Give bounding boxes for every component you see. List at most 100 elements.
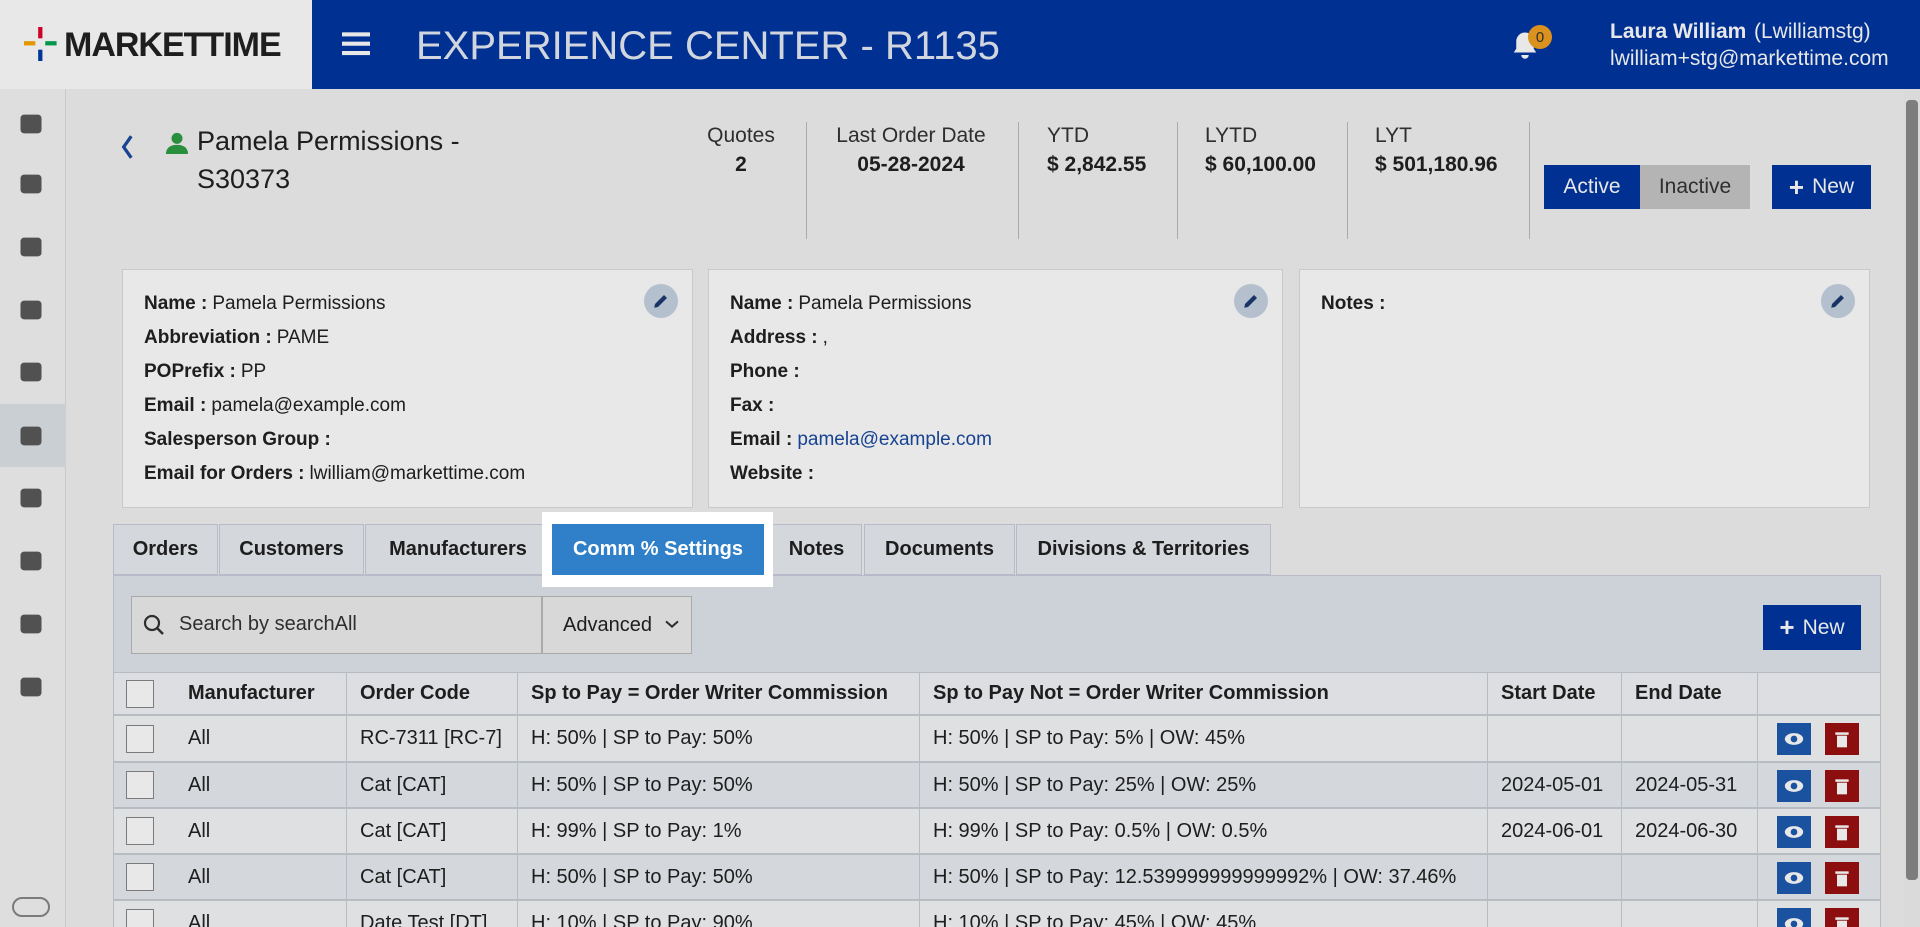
table-cell: H: 10% | SP to Pay: 45% | OW: 45% (920, 900, 1488, 927)
nav-icon[interactable] (17, 547, 45, 575)
edit-button[interactable] (1821, 284, 1855, 318)
icon (1835, 732, 1849, 748)
table-cell: H: 99% | SP to Pay: 0.5% | OW: 0.5% (920, 808, 1488, 854)
tab[interactable]: Notes (771, 524, 862, 575)
icon (1835, 779, 1849, 795)
icon (665, 620, 679, 629)
info-card (122, 269, 693, 508)
field-label: Name : (730, 293, 794, 314)
table-cell: Cat [CAT] (347, 808, 518, 854)
table-cell: All (175, 808, 347, 854)
icon (1784, 918, 1804, 927)
info-card (708, 269, 1283, 508)
field-value: PAME (276, 327, 330, 348)
view-button[interactable] (1777, 723, 1811, 755)
table-cell (1622, 900, 1758, 927)
field-label: POPrefix : (144, 361, 236, 382)
view-button[interactable] (1777, 908, 1811, 927)
nav-icon[interactable] (17, 358, 45, 386)
icon (1835, 917, 1849, 927)
edit-button[interactable] (1234, 284, 1268, 318)
divider (806, 122, 807, 239)
nav-icon[interactable] (17, 233, 45, 261)
stat-label: Last Order Date (836, 124, 986, 147)
checkbox[interactable] (126, 679, 154, 708)
icon (20, 488, 42, 508)
view-button[interactable] (1777, 770, 1811, 802)
user-name: Laura William (1610, 20, 1747, 43)
icon (20, 237, 42, 257)
field-value: pamela@example.com (211, 395, 406, 416)
checkbox[interactable] (126, 909, 154, 927)
view-button[interactable] (1777, 816, 1811, 848)
table-cell: 2024-05-01 (1488, 762, 1622, 808)
field-label: Fax : (730, 395, 775, 416)
top-bar (312, 0, 1920, 89)
column-header: Order Code (347, 672, 518, 715)
delete-button[interactable] (1825, 816, 1859, 848)
checkbox[interactable] (126, 817, 154, 845)
field-label: Abbreviation : (144, 327, 272, 348)
user-email: lwilliam+stg@markettime.com (1610, 47, 1889, 70)
view-button[interactable] (1777, 862, 1811, 894)
table-row (113, 854, 1881, 900)
nav-icon[interactable] (17, 110, 45, 138)
nav-icon[interactable] (17, 673, 45, 701)
delete-button[interactable] (1825, 723, 1859, 755)
new-button[interactable]: + New (1772, 165, 1871, 209)
checkbox[interactable] (126, 863, 154, 891)
field-label: Notes : (1321, 293, 1386, 314)
nav-icon[interactable] (17, 422, 45, 450)
stat-label: YTD (1047, 124, 1089, 147)
customer-name: S30373 (197, 164, 291, 194)
menu-button[interactable] (340, 30, 372, 58)
field-value[interactable]: pamela@example.com (797, 429, 992, 450)
tab[interactable]: Orders (113, 524, 218, 575)
search-placeholder: Search by searchAll (179, 613, 357, 635)
info-card (1299, 269, 1870, 508)
button-label: New (1802, 615, 1845, 639)
tab[interactable]: Documents (864, 524, 1015, 575)
table-cell: Date Test [DT] (347, 900, 518, 927)
nav-icon[interactable] (17, 296, 45, 324)
stat-value: $ 2,842.55 (1047, 153, 1147, 176)
column-header: Manufacturer (175, 672, 347, 715)
nav-icon[interactable] (17, 484, 45, 512)
table-cell: H: 50% | SP to Pay: 50% (518, 762, 920, 808)
delete-button[interactable] (1825, 770, 1859, 802)
table-cell: All (175, 715, 347, 762)
delete-button[interactable] (1825, 862, 1859, 894)
new-button[interactable]: + New (1763, 605, 1861, 650)
field-value: Pamela Permissions (212, 293, 386, 314)
search-icon (142, 613, 166, 637)
inactive-button[interactable]: Inactive (1640, 165, 1750, 209)
checkbox[interactable] (126, 771, 154, 799)
button-label: New (1812, 175, 1855, 198)
tab[interactable]: Manufacturers (365, 524, 551, 575)
table-cell: All (175, 900, 347, 927)
icon (20, 300, 42, 320)
field-value: PP (240, 361, 267, 382)
table-cell: Cat [CAT] (347, 762, 518, 808)
tab-active[interactable]: Comm % Settings (552, 524, 764, 575)
advanced-dropdown[interactable]: Advanced (542, 596, 692, 654)
search-box[interactable] (131, 596, 542, 654)
icon (20, 614, 42, 634)
icon (20, 174, 42, 194)
field-label: Email : (730, 429, 793, 450)
nav-icon[interactable] (17, 170, 45, 198)
edit-button[interactable] (644, 284, 678, 318)
field-value: lwilliam@markettime.com (309, 463, 526, 484)
delete-button[interactable] (1825, 908, 1859, 927)
icon (342, 32, 370, 56)
nav-icon[interactable] (17, 610, 45, 638)
tab[interactable]: Customers (219, 524, 364, 575)
active-button[interactable]: Active (1544, 165, 1640, 209)
tab[interactable]: Divisions & Territories (1016, 524, 1271, 575)
logo-mark (24, 18, 58, 70)
back-button[interactable] (120, 134, 136, 160)
toggle[interactable] (12, 897, 50, 917)
table-cell: Cat [CAT] (347, 854, 518, 900)
checkbox[interactable] (126, 724, 154, 753)
